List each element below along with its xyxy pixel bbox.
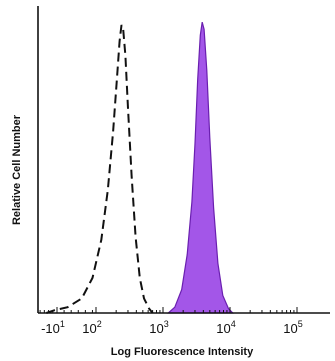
x-tick-label: -101 <box>41 319 65 336</box>
x-tick-label: 105 <box>283 319 302 336</box>
y-axis-title: Relative Cell Number <box>11 114 23 225</box>
x-tick-label: 102 <box>82 319 101 336</box>
series-1-dashed-peak <box>46 24 154 314</box>
x-tick-label: 103 <box>149 319 168 336</box>
x-axis-ticks <box>39 307 298 313</box>
chart-marks <box>46 21 235 314</box>
series-2-filled-peak <box>166 21 235 314</box>
x-tick-label: 104 <box>216 319 235 336</box>
x-axis-title: Log Fluorescence Intensity <box>111 346 254 358</box>
x-tick-labels: -101 102 103 104 105 <box>41 319 303 336</box>
